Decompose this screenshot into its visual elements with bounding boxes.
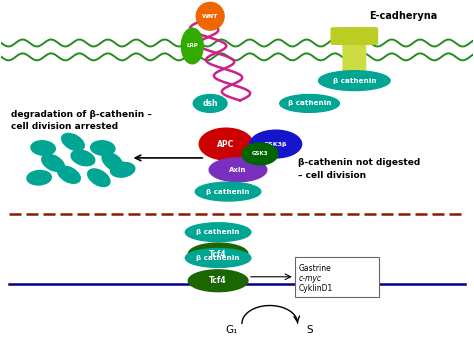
Ellipse shape bbox=[87, 168, 110, 188]
Text: degradation of β-cathenin –: degradation of β-cathenin – bbox=[11, 111, 152, 119]
Ellipse shape bbox=[111, 160, 134, 180]
Text: APC: APC bbox=[218, 140, 235, 148]
Circle shape bbox=[196, 2, 224, 30]
Text: G₁: G₁ bbox=[226, 325, 238, 335]
Ellipse shape bbox=[280, 95, 339, 112]
Ellipse shape bbox=[242, 143, 278, 165]
Text: β cathenin: β cathenin bbox=[288, 100, 331, 106]
Ellipse shape bbox=[58, 165, 80, 185]
Text: β cathenin: β cathenin bbox=[196, 229, 240, 235]
Text: GSK3: GSK3 bbox=[252, 151, 268, 156]
Ellipse shape bbox=[182, 28, 203, 64]
FancyBboxPatch shape bbox=[295, 257, 379, 297]
Text: cell division arrested: cell division arrested bbox=[11, 122, 119, 131]
Text: E-cadheryna: E-cadheryna bbox=[369, 11, 438, 21]
Text: S: S bbox=[306, 325, 313, 335]
Text: Gastrine: Gastrine bbox=[299, 264, 331, 273]
Text: Tcf4: Tcf4 bbox=[210, 249, 227, 259]
Text: Tcf4: Tcf4 bbox=[210, 276, 227, 285]
Text: β cathenin: β cathenin bbox=[206, 189, 250, 195]
Text: WNT: WNT bbox=[202, 14, 219, 19]
Ellipse shape bbox=[188, 243, 248, 265]
FancyBboxPatch shape bbox=[342, 27, 366, 73]
Text: CyklinD1: CyklinD1 bbox=[299, 284, 333, 293]
Ellipse shape bbox=[199, 128, 253, 160]
Ellipse shape bbox=[195, 182, 261, 201]
Ellipse shape bbox=[91, 138, 114, 158]
Text: β cathenin: β cathenin bbox=[196, 255, 240, 261]
Ellipse shape bbox=[30, 140, 56, 156]
Ellipse shape bbox=[209, 158, 267, 182]
Text: GSK3β: GSK3β bbox=[264, 142, 288, 147]
Text: Axin: Axin bbox=[229, 167, 246, 173]
Ellipse shape bbox=[185, 248, 251, 267]
Text: β cathenin: β cathenin bbox=[333, 78, 376, 83]
Ellipse shape bbox=[250, 130, 301, 158]
Text: dsh: dsh bbox=[202, 99, 218, 108]
Ellipse shape bbox=[101, 152, 125, 171]
Text: c-myc: c-myc bbox=[299, 274, 322, 283]
Ellipse shape bbox=[60, 134, 86, 150]
Ellipse shape bbox=[185, 223, 251, 242]
Ellipse shape bbox=[71, 148, 95, 168]
Text: – cell division: – cell division bbox=[298, 171, 366, 180]
Text: LRP: LRP bbox=[186, 44, 198, 48]
Ellipse shape bbox=[27, 169, 51, 187]
Ellipse shape bbox=[193, 95, 227, 112]
Ellipse shape bbox=[188, 270, 248, 292]
Text: β-cathenin not digested: β-cathenin not digested bbox=[298, 158, 420, 167]
FancyBboxPatch shape bbox=[330, 27, 378, 45]
Ellipse shape bbox=[319, 71, 390, 91]
Ellipse shape bbox=[41, 154, 65, 172]
